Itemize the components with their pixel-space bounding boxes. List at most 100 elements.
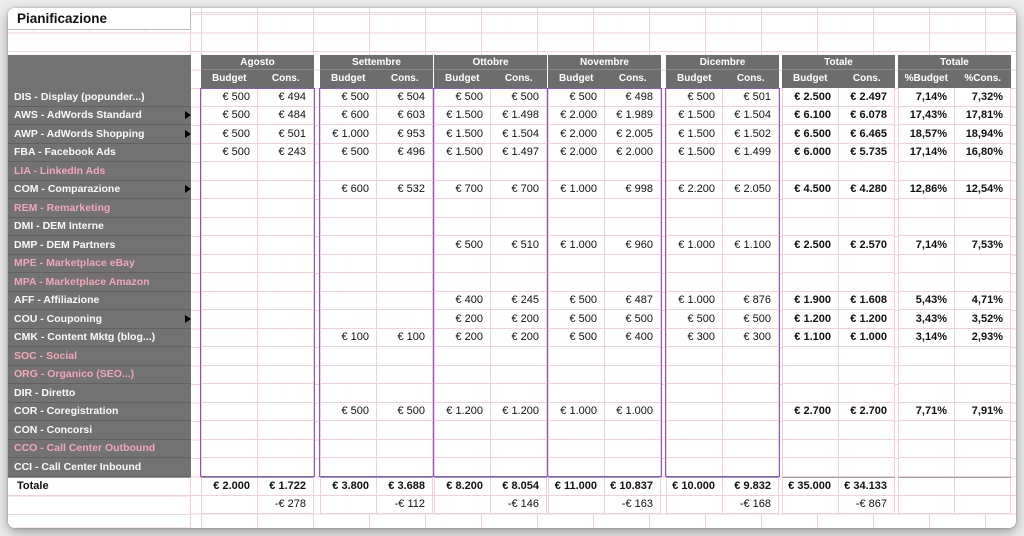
col-header-ottobre-0[interactable]: Budget [445, 73, 480, 84]
col-header-ottobre-1[interactable]: Cons. [504, 73, 533, 84]
cell-CMK-dicembre-cons[interactable]: € 300 [743, 331, 771, 344]
cell-SOC-dicembre-cons[interactable] [723, 347, 778, 365]
cell-COM-novembre-budget[interactable]: € 1.000 [549, 180, 605, 198]
cell-DIS-novembre-budget[interactable]: € 500 [549, 88, 605, 106]
cell-COR-totale-pct-budget[interactable]: 7,71% [899, 402, 955, 420]
cell-CCI-ottobre-budget[interactable] [435, 458, 491, 476]
cell-DIR-totale-cons[interactable] [839, 384, 894, 402]
cell-LIA-novembre-cons[interactable] [605, 162, 660, 180]
total-cell-novembre-cons[interactable]: € 10.837 [610, 480, 653, 492]
row-label-COR[interactable]: COR - Coregistration [8, 403, 191, 421]
cell-COR-ottobre-budget[interactable]: € 1.200 [435, 402, 491, 420]
cell-LIA-ottobre-cons[interactable] [491, 162, 546, 180]
cell-MPA-settembre-budget[interactable] [321, 273, 377, 291]
month-header-ottobre[interactable]: Ottobre [434, 55, 547, 70]
cell-COU-dicembre-cons[interactable]: € 500 [743, 312, 771, 325]
month-header-agosto[interactable]: Agosto [201, 55, 314, 70]
cell-CCO-agosto-budget[interactable] [202, 439, 258, 457]
cell-ORG-dicembre-cons[interactable] [723, 366, 778, 384]
row-label-DIS[interactable]: DIS - Display (popunder...) [8, 88, 191, 107]
cell-CCO-totale-budget[interactable] [783, 439, 839, 457]
cell-DIR-dicembre-budget[interactable] [667, 384, 723, 402]
cell-COM-settembre-budget[interactable]: € 600 [321, 180, 377, 198]
month-header-novembre[interactable]: Novembre [548, 55, 661, 70]
cell-AWP-novembre-budget[interactable]: € 2.000 [549, 125, 605, 143]
cell-SOC-novembre-cons[interactable] [605, 347, 660, 365]
total-cell-totale-cons[interactable]: € 34.133 [844, 480, 887, 492]
cell-LIA-ottobre-budget[interactable] [435, 162, 491, 180]
row-label-AWP[interactable]: AWP - AdWords Shopping [8, 125, 191, 144]
cell-DMP-ottobre-budget[interactable]: € 500 [435, 236, 491, 254]
row-label-SOC[interactable]: SOC - Social [8, 347, 191, 366]
diff-cell-totale-cons[interactable]: -€ 867 [855, 498, 887, 511]
cell-MPE-totale-budget[interactable] [783, 254, 839, 272]
cell-SOC-ottobre-cons[interactable] [491, 347, 546, 365]
cell-MPE-settembre-budget[interactable] [321, 254, 377, 272]
cell-FBA-ottobre-cons[interactable]: € 1.497 [502, 146, 539, 159]
cell-DIS-totale-pct-budget[interactable]: 7,14% [899, 88, 955, 106]
cell-COM-ottobre-budget[interactable]: € 700 [435, 180, 491, 198]
cell-DMP-agosto-cons[interactable] [258, 236, 313, 254]
cell-DMI-totale-pct-budget[interactable] [899, 217, 955, 235]
cell-DMI-totale-pct-cons[interactable] [955, 218, 1010, 236]
cell-LIA-novembre-budget[interactable] [549, 162, 605, 180]
cell-MPA-settembre-cons[interactable] [377, 273, 432, 291]
cell-CON-novembre-cons[interactable] [605, 421, 660, 439]
cell-CCO-novembre-cons[interactable] [605, 440, 660, 458]
row-label-CCI[interactable]: CCI - Call Center Inbound [8, 458, 191, 477]
cell-AWP-ottobre-budget[interactable]: € 1.500 [435, 125, 491, 143]
cell-MPA-novembre-budget[interactable] [549, 273, 605, 291]
cell-FBA-dicembre-budget[interactable]: € 1.500 [667, 143, 723, 161]
cell-CMK-agosto-cons[interactable] [258, 329, 313, 347]
cell-LIA-totale-cons[interactable] [839, 162, 894, 180]
cell-DIS-dicembre-cons[interactable]: € 501 [743, 90, 771, 103]
diff-cell-ottobre-budget[interactable] [435, 495, 491, 513]
cell-COR-agosto-cons[interactable] [258, 403, 313, 421]
cell-CMK-agosto-budget[interactable] [202, 328, 258, 346]
row-label-DMI[interactable]: DMI - DEM Interne [8, 218, 191, 236]
cell-AFF-agosto-cons[interactable] [258, 292, 313, 310]
cell-MPA-ottobre-budget[interactable] [435, 273, 491, 291]
total-cell-novembre-budget[interactable]: € 11.000 [549, 477, 605, 495]
diff-cell-ottobre-cons[interactable]: -€ 146 [507, 498, 539, 511]
cell-AWS-agosto-cons[interactable]: € 484 [278, 109, 306, 122]
cell-DMI-ottobre-budget[interactable] [435, 217, 491, 235]
cell-ORG-settembre-cons[interactable] [377, 366, 432, 384]
cell-FBA-totale-budget[interactable]: € 6.000 [783, 143, 839, 161]
cell-SOC-dicembre-budget[interactable] [667, 347, 723, 365]
cell-AWS-novembre-budget[interactable]: € 2.000 [549, 106, 605, 124]
cell-COM-totale-pct-budget[interactable]: 12,86% [899, 180, 955, 198]
cell-MPA-totale-pct-budget[interactable] [899, 273, 955, 291]
cell-CON-ottobre-cons[interactable] [491, 421, 546, 439]
cell-DIR-agosto-budget[interactable] [202, 384, 258, 402]
cell-AWP-agosto-cons[interactable]: € 501 [278, 127, 306, 140]
cell-AFF-totale-cons[interactable]: € 1.608 [850, 294, 887, 307]
cell-MPA-agosto-cons[interactable] [258, 273, 313, 291]
cell-ORG-ottobre-budget[interactable] [435, 365, 491, 383]
col-header-novembre-1[interactable]: Cons. [618, 73, 647, 84]
cell-AWP-settembre-budget[interactable]: € 1.000 [321, 125, 377, 143]
cell-DIR-agosto-cons[interactable] [258, 384, 313, 402]
row-label-DMP[interactable]: DMP - DEM Partners [8, 236, 191, 255]
cell-COU-totale-budget[interactable]: € 1.200 [783, 310, 839, 328]
cell-MPE-novembre-cons[interactable] [605, 255, 660, 273]
cell-COM-totale-pct-cons[interactable]: 12,54% [965, 183, 1003, 196]
cell-COR-dicembre-cons[interactable] [723, 403, 778, 421]
cell-LIA-agosto-budget[interactable] [202, 162, 258, 180]
cell-SOC-agosto-budget[interactable] [202, 347, 258, 365]
diff-cell-novembre-cons[interactable]: -€ 163 [621, 498, 653, 511]
cell-COU-ottobre-cons[interactable]: € 200 [511, 312, 539, 325]
cell-MPA-agosto-budget[interactable] [202, 273, 258, 291]
cell-MPA-totale-pct-cons[interactable] [955, 273, 1010, 291]
cell-AWP-totale-cons[interactable]: € 6.465 [850, 127, 887, 140]
cell-ORG-totale-cons[interactable] [839, 366, 894, 384]
cell-CMK-settembre-budget[interactable]: € 100 [321, 328, 377, 346]
cell-DIS-ottobre-cons[interactable]: € 500 [511, 90, 539, 103]
row-label-FBA[interactable]: FBA - Facebook Ads [8, 144, 191, 162]
col-header-settembre-0[interactable]: Budget [331, 73, 366, 84]
cell-DIR-totale-pct-cons[interactable] [955, 384, 1010, 402]
cell-COR-ottobre-cons[interactable]: € 1.200 [502, 405, 539, 418]
cell-CCI-totale-cons[interactable] [839, 458, 894, 476]
cell-REM-totale-pct-cons[interactable] [955, 199, 1010, 217]
cell-AWS-dicembre-cons[interactable]: € 1.504 [734, 109, 771, 122]
